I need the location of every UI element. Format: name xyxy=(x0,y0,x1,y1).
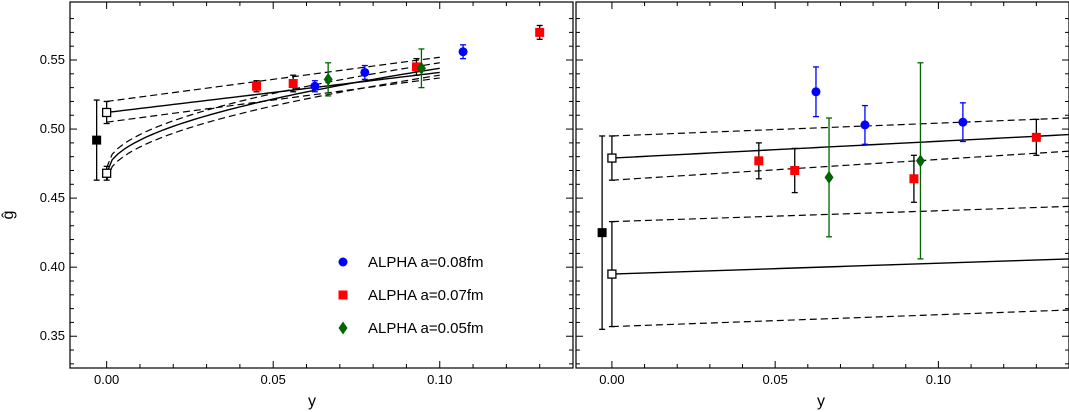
extrapolation-point xyxy=(101,168,112,178)
data-point xyxy=(754,156,764,166)
fit-curves xyxy=(611,117,1069,328)
data-point xyxy=(458,47,468,57)
y-axis-label: ĝ xyxy=(0,211,17,220)
y-tick-label: 0.45 xyxy=(40,190,65,205)
extrapolation-point xyxy=(607,153,617,163)
x-tick-label: 0.00 xyxy=(599,372,624,387)
data-point xyxy=(1031,132,1041,142)
data-point xyxy=(958,117,968,127)
fit-central-curve xyxy=(105,67,440,174)
data-point xyxy=(790,165,800,175)
x-tick-label: 0.05 xyxy=(261,372,286,387)
data-point xyxy=(288,78,298,88)
data-point xyxy=(915,154,925,168)
legend-marker xyxy=(338,257,348,267)
y-tick-label: 0.50 xyxy=(40,121,65,136)
data-point xyxy=(824,170,834,184)
extrapolation-point xyxy=(597,228,607,238)
x-tick-label: 0.10 xyxy=(926,372,951,387)
legend-label: ALPHA a=0.07fm xyxy=(368,287,484,304)
data-point xyxy=(535,27,545,37)
data-point xyxy=(323,72,333,86)
fit-band-upper xyxy=(106,62,440,168)
legend-marker xyxy=(338,321,348,335)
fit-band-lower xyxy=(611,309,1069,328)
fit-central-curve xyxy=(611,258,1069,275)
y-tick-label: 0.40 xyxy=(40,259,65,274)
data-point xyxy=(411,62,421,72)
fit-central-curve xyxy=(611,133,1069,159)
legend: ALPHA a=0.08fm ALPHA a=0.07fm ALPHA a=0.05… xyxy=(338,254,484,337)
x-axis-label-right: y xyxy=(817,393,825,410)
data-point xyxy=(909,174,919,184)
legend-marker xyxy=(338,290,348,300)
legend-label: ALPHA a=0.05fm xyxy=(368,320,484,337)
data-point xyxy=(416,61,426,75)
extrapolation-point xyxy=(101,107,112,118)
data-point xyxy=(252,81,262,91)
data-point xyxy=(811,87,821,97)
fit-band-lower xyxy=(106,74,440,181)
extrapolation-point xyxy=(92,135,102,145)
y-tick-label: 0.55 xyxy=(40,52,65,67)
x-tick-label: 0.00 xyxy=(94,372,119,387)
extrapolation-point xyxy=(607,269,617,279)
plot-frame xyxy=(575,1,1069,369)
legend-label: ALPHA a=0.08fm xyxy=(368,254,484,271)
data-point xyxy=(310,81,320,91)
x-tick-label: 0.05 xyxy=(763,372,788,387)
fit-band-upper xyxy=(611,205,1069,223)
plot-frame xyxy=(69,1,574,369)
x-axis-label-left: y xyxy=(308,393,316,410)
fit-band-upper xyxy=(106,56,440,103)
fit-band-upper xyxy=(611,117,1069,137)
x-tick-label: 0.10 xyxy=(427,372,452,387)
fit-central-curve xyxy=(106,71,440,114)
data-point xyxy=(860,120,870,130)
y-tick-label: 0.35 xyxy=(40,328,65,343)
right-panel: 0.00 0.05 0.10 xyxy=(575,1,1069,387)
left-panel: 0.00 0.05 0.10 0.35 0.40 0.45 0.50 0.55 xyxy=(40,1,574,387)
fit-band-lower xyxy=(611,150,1069,181)
fit-curves xyxy=(105,56,440,181)
fit-band-lower xyxy=(106,77,440,123)
data-point xyxy=(360,67,370,77)
